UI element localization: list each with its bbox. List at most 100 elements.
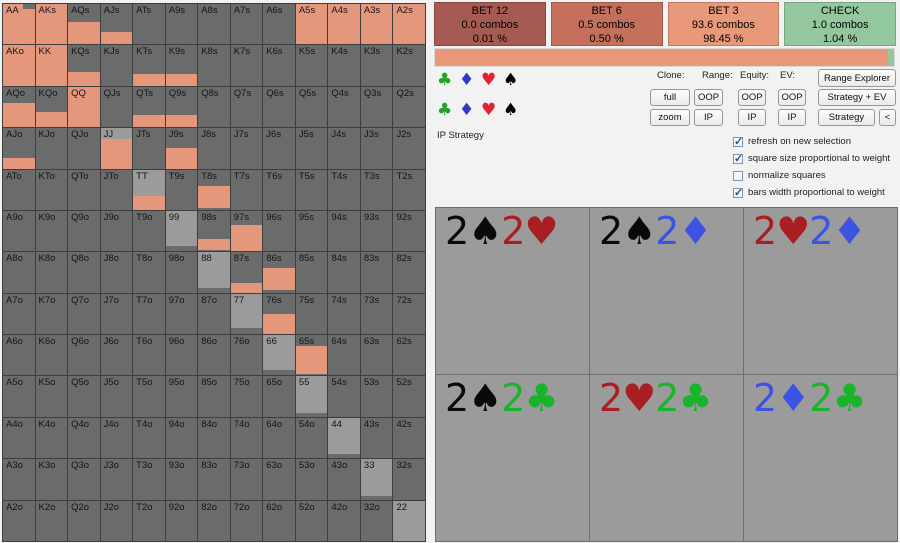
grid-cell-a7o[interactable]: A7o xyxy=(3,293,35,335)
grid-cell-t6o[interactable]: T6o xyxy=(133,335,165,376)
checkbox-box[interactable]: ✓ xyxy=(733,170,743,181)
grid-cell-42o[interactable]: 42o xyxy=(328,500,360,541)
grid-cell-84s[interactable]: 84s xyxy=(328,252,360,293)
grid-cell-k3o[interactable]: K3o xyxy=(35,459,68,500)
grid-cell-k4o[interactable]: K4o xyxy=(35,417,68,459)
grid-cell-j2s[interactable]: J2s xyxy=(393,128,425,169)
grid-cell-44[interactable]: 44 xyxy=(328,417,360,459)
grid-cell-87s[interactable]: 87s xyxy=(230,252,263,293)
grid-cell-a4s[interactable]: A4s xyxy=(328,4,360,45)
grid-cell-62s[interactable]: 62s xyxy=(393,335,425,376)
grid-cell-aks[interactable]: AKs xyxy=(35,4,68,45)
checkbox-normalize-squares[interactable]: ✓ normalize squares xyxy=(733,167,890,184)
grid-cell-a9s[interactable]: A9s xyxy=(165,4,198,45)
grid-cell-85s[interactable]: 85s xyxy=(295,252,328,293)
grid-cell-54s[interactable]: 54s xyxy=(328,376,360,417)
grid-cell-86s[interactable]: 86s xyxy=(263,252,295,293)
grid-cell-j4s[interactable]: J4s xyxy=(328,128,360,169)
grid-cell-74o[interactable]: 74o xyxy=(230,417,263,459)
grid-cell-75o[interactable]: 75o xyxy=(230,376,263,417)
grid-cell-j8s[interactable]: J8s xyxy=(198,128,230,169)
heart-icon[interactable]: ♥ xyxy=(481,70,497,90)
grid-cell-a5s[interactable]: A5s xyxy=(295,4,328,45)
grid-cell-t2s[interactable]: T2s xyxy=(393,169,425,210)
grid-cell-t8s[interactable]: T8s xyxy=(198,169,230,210)
spade-icon[interactable]: ♠ xyxy=(503,70,519,90)
grid-cell-a6s[interactable]: A6s xyxy=(263,4,295,45)
grid-cell-k5s[interactable]: K5s xyxy=(295,45,328,86)
grid-cell-a2o[interactable]: A2o xyxy=(3,500,35,541)
grid-cell-t5o[interactable]: T5o xyxy=(133,376,165,417)
grid-cell-k4s[interactable]: K4s xyxy=(328,45,360,86)
grid-cell-q4o[interactable]: Q4o xyxy=(68,417,100,459)
grid-cell-95o[interactable]: 95o xyxy=(165,376,198,417)
grid-cell-86o[interactable]: 86o xyxy=(198,335,230,376)
grid-cell-k5o[interactable]: K5o xyxy=(35,376,68,417)
grid-cell-54o[interactable]: 54o xyxy=(295,417,328,459)
grid-cell-k9o[interactable]: K9o xyxy=(35,210,68,252)
grid-cell-q6s[interactable]: Q6s xyxy=(263,86,295,128)
grid-cell-qto[interactable]: QTo xyxy=(68,169,100,210)
equity-oop-button[interactable]: OOP xyxy=(738,89,766,106)
heart-icon[interactable]: ♥ xyxy=(481,100,497,120)
ev-oop-button[interactable]: OOP xyxy=(778,89,806,106)
action-button-bet-3[interactable]: BET 3 93.6 combos 98.45 % xyxy=(667,2,780,46)
combo-cell-2d2c[interactable]: 2♦2♣ xyxy=(744,375,897,541)
checkbox-box[interactable]: ✓ xyxy=(733,136,743,148)
grid-cell-k7o[interactable]: K7o xyxy=(35,293,68,335)
grid-cell-j3s[interactable]: J3s xyxy=(360,128,393,169)
combo-cell-2h2d[interactable]: 2♥2♦ xyxy=(744,208,897,374)
grid-cell-q2o[interactable]: Q2o xyxy=(68,500,100,541)
grid-cell-ajs[interactable]: AJs xyxy=(100,4,133,45)
grid-cell-k2s[interactable]: K2s xyxy=(393,45,425,86)
grid-cell-q8o[interactable]: Q8o xyxy=(68,252,100,293)
combo-cell-2h2c[interactable]: 2♥2♣ xyxy=(590,375,743,541)
grid-cell-j7o[interactable]: J7o xyxy=(100,293,133,335)
grid-cell-jj[interactable]: JJ xyxy=(100,128,133,169)
grid-cell-a8o[interactable]: A8o xyxy=(3,252,35,293)
range-oop-button[interactable]: OOP xyxy=(694,89,723,106)
grid-cell-a8s[interactable]: A8s xyxy=(198,4,230,45)
checkbox-refresh-on-new-selection[interactable]: ✓ refresh on new selection xyxy=(733,133,890,150)
range-explorer-button[interactable]: Range Explorer xyxy=(818,69,896,87)
grid-cell-53s[interactable]: 53s xyxy=(360,376,393,417)
grid-cell-a4o[interactable]: A4o xyxy=(3,417,35,459)
strategy-ev-button[interactable]: Strategy + EV xyxy=(818,89,896,106)
combo-cell-2s2d[interactable]: 2♠2♦ xyxy=(590,208,743,374)
grid-cell-t4s[interactable]: T4s xyxy=(328,169,360,210)
grid-cell-t2o[interactable]: T2o xyxy=(133,500,165,541)
grid-cell-ats[interactable]: ATs xyxy=(133,4,165,45)
checkbox-bars-width-proportional-to-weight[interactable]: ✓ bars width proportional to weight xyxy=(733,184,890,201)
grid-cell-32s[interactable]: 32s xyxy=(393,459,425,500)
grid-cell-kk[interactable]: KK xyxy=(35,45,68,86)
grid-cell-64s[interactable]: 64s xyxy=(328,335,360,376)
grid-cell-ako[interactable]: AKo xyxy=(3,45,35,86)
club-icon[interactable]: ♣ xyxy=(437,100,453,120)
grid-cell-76o[interactable]: 76o xyxy=(230,335,263,376)
grid-cell-94s[interactable]: 94s xyxy=(328,210,360,252)
grid-cell-q8s[interactable]: Q8s xyxy=(198,86,230,128)
grid-cell-95s[interactable]: 95s xyxy=(295,210,328,252)
grid-cell-tt[interactable]: TT xyxy=(133,169,165,210)
combo-cell-2s2c[interactable]: 2♠2♣ xyxy=(436,375,589,541)
grid-cell-83s[interactable]: 83s xyxy=(360,252,393,293)
grid-cell-k7s[interactable]: K7s xyxy=(230,45,263,86)
grid-cell-73s[interactable]: 73s xyxy=(360,293,393,335)
grid-cell-k6s[interactable]: K6s xyxy=(263,45,295,86)
grid-cell-ajo[interactable]: AJo xyxy=(3,128,35,169)
grid-cell-96s[interactable]: 96s xyxy=(263,210,295,252)
grid-cell-kto[interactable]: KTo xyxy=(35,169,68,210)
grid-cell-52s[interactable]: 52s xyxy=(393,376,425,417)
grid-cell-t7s[interactable]: T7s xyxy=(230,169,263,210)
grid-cell-kqs[interactable]: KQs xyxy=(68,45,100,86)
club-icon[interactable]: ♣ xyxy=(437,70,453,90)
action-button-bet-12[interactable]: BET 12 0.0 combos 0.01 % xyxy=(434,2,546,46)
grid-cell-93s[interactable]: 93s xyxy=(360,210,393,252)
grid-cell-jts[interactable]: JTs xyxy=(133,128,165,169)
grid-cell-t4o[interactable]: T4o xyxy=(133,417,165,459)
clone-full-button[interactable]: full xyxy=(650,89,690,106)
grid-cell-ato[interactable]: ATo xyxy=(3,169,35,210)
grid-cell-kjo[interactable]: KJo xyxy=(35,128,68,169)
grid-cell-98s[interactable]: 98s xyxy=(198,210,230,252)
grid-cell-t3o[interactable]: T3o xyxy=(133,459,165,500)
